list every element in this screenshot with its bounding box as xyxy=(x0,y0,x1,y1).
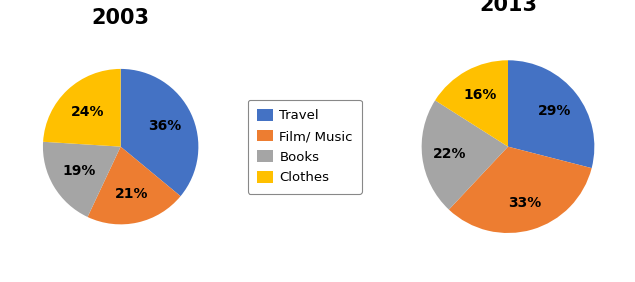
Text: 16%: 16% xyxy=(463,88,497,102)
Title: 2013: 2013 xyxy=(479,0,537,15)
Text: 24%: 24% xyxy=(71,105,104,118)
Wedge shape xyxy=(121,69,198,196)
Wedge shape xyxy=(449,147,592,233)
Title: 2003: 2003 xyxy=(91,8,150,28)
Text: 36%: 36% xyxy=(147,119,181,133)
Legend: Travel, Film/ Music, Books, Clothes: Travel, Film/ Music, Books, Clothes xyxy=(248,100,362,194)
Text: 21%: 21% xyxy=(114,187,148,201)
Wedge shape xyxy=(43,69,121,147)
Text: 22%: 22% xyxy=(433,147,467,161)
Wedge shape xyxy=(88,147,180,224)
Wedge shape xyxy=(422,100,508,210)
Text: 33%: 33% xyxy=(508,196,541,210)
Wedge shape xyxy=(43,142,121,217)
Wedge shape xyxy=(508,60,594,168)
Text: 29%: 29% xyxy=(538,104,571,118)
Text: 19%: 19% xyxy=(62,164,96,178)
Wedge shape xyxy=(435,60,508,147)
